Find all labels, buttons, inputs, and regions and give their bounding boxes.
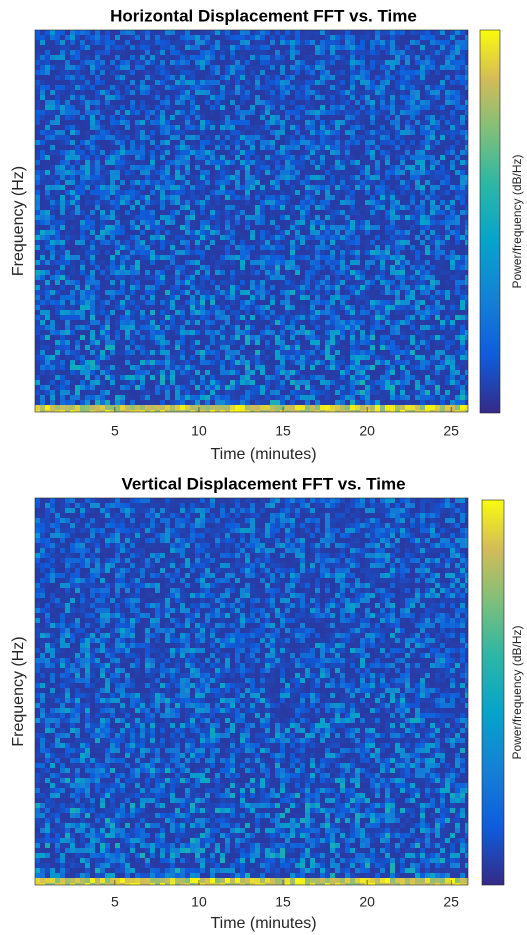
x-tick-label: 15 [275,894,291,910]
x-tick-label: 15 [275,423,291,439]
y-axis-label: Frequency (Hz) [10,636,27,746]
x-axis-label: Time (minutes) [210,915,316,932]
x-tick-label: 25 [443,423,459,439]
x-tick-label: 20 [359,423,375,439]
x-axis-label: Time (minutes) [210,446,316,463]
chart-title: Horizontal Displacement FFT vs. Time [110,6,417,25]
x-tick-label: 5 [111,423,119,439]
colorbar [482,500,504,885]
x-tick-label: 10 [191,423,207,439]
spectrogram [35,30,468,412]
y-axis-label: Frequency (Hz) [10,166,27,276]
x-tick-label: 10 [191,894,207,910]
x-tick-label: 5 [111,894,119,910]
x-tick-label: 25 [443,894,459,910]
spectrogram [35,498,468,885]
chart-title: Vertical Displacement FFT vs. Time [121,474,405,493]
colorbar [480,30,500,413]
colorbar-label: Power/frequency (dB/Hz) [510,154,524,288]
colorbar-label: Power/frequency (dB/Hz) [510,625,524,759]
x-tick-label: 20 [359,894,375,910]
